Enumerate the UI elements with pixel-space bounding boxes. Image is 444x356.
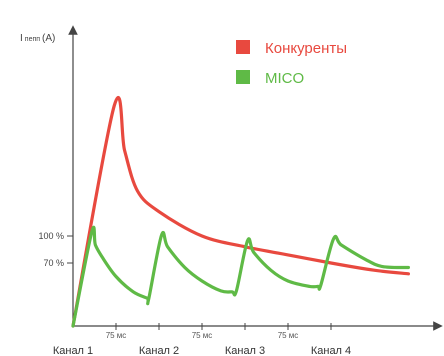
x-interval-label: 75 мс xyxy=(192,331,213,340)
legend-label-mico: MICO xyxy=(265,70,304,87)
y-tick-label: 70 % xyxy=(43,258,64,268)
x-category-label: Канал 2 xyxy=(139,345,179,356)
legend-swatch-competitors xyxy=(236,40,250,54)
x-ticks: Канал 1 Канал 2 Канал 3 Канал 4 75 мс 75 мс 75… xyxy=(53,323,351,356)
x-category-label: Канал 4 xyxy=(311,345,351,356)
series-line-competitors xyxy=(71,96,410,328)
legend-label-competitors: Конкуренты xyxy=(265,40,347,57)
y-tick-label: 100 % xyxy=(38,231,64,241)
x-category-label: Канал 1 xyxy=(53,345,93,356)
series-line-mico xyxy=(71,225,410,328)
x-interval-label: 75 мс xyxy=(106,331,127,340)
legend: Конкуренты MICO xyxy=(236,40,347,87)
x-interval-label: 75 мс xyxy=(278,331,299,340)
series-lines xyxy=(71,96,410,328)
y-ticks: 70 % 100 % xyxy=(38,231,73,268)
legend-swatch-mico xyxy=(236,70,250,84)
x-category-label: Канал 3 xyxy=(225,345,265,356)
